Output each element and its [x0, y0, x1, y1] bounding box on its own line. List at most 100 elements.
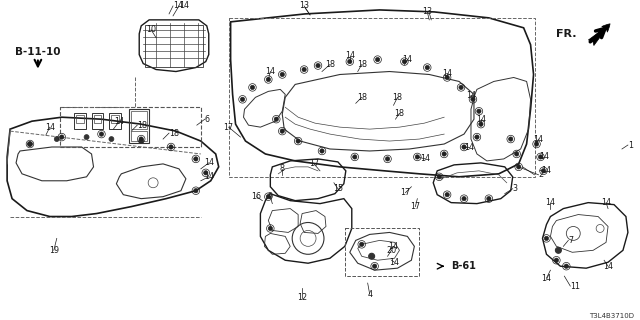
- Text: 18: 18: [325, 60, 335, 69]
- Circle shape: [109, 137, 114, 141]
- Circle shape: [477, 109, 481, 113]
- Circle shape: [348, 60, 352, 64]
- Circle shape: [403, 60, 406, 64]
- Text: 20: 20: [387, 246, 397, 255]
- Text: 17: 17: [401, 188, 410, 197]
- Text: 18: 18: [356, 60, 367, 69]
- Circle shape: [385, 157, 390, 161]
- Text: 14: 14: [476, 115, 486, 124]
- Circle shape: [442, 152, 446, 156]
- Circle shape: [280, 129, 284, 133]
- Text: 1: 1: [628, 140, 633, 149]
- Text: 14: 14: [388, 242, 399, 251]
- Text: 14: 14: [601, 198, 611, 207]
- Circle shape: [486, 196, 491, 201]
- Text: B-11-10: B-11-10: [15, 47, 61, 57]
- Text: 18: 18: [137, 121, 147, 130]
- Text: 7: 7: [568, 236, 573, 245]
- Circle shape: [459, 85, 463, 90]
- Circle shape: [60, 135, 64, 139]
- Text: 14: 14: [266, 67, 275, 76]
- Circle shape: [479, 122, 483, 126]
- Circle shape: [353, 155, 357, 159]
- Text: 13: 13: [422, 7, 432, 16]
- Circle shape: [544, 236, 548, 241]
- Text: 6: 6: [205, 115, 210, 124]
- Text: 14: 14: [534, 134, 543, 144]
- Text: 3: 3: [513, 184, 518, 193]
- Text: 14: 14: [442, 69, 452, 78]
- Circle shape: [516, 165, 521, 169]
- Text: 8: 8: [280, 164, 285, 173]
- Text: T3L4B3710D: T3L4B3710D: [589, 313, 634, 319]
- Text: 9: 9: [268, 192, 273, 201]
- Text: 10: 10: [146, 25, 156, 34]
- Circle shape: [564, 264, 568, 268]
- Circle shape: [372, 264, 377, 268]
- Text: 14: 14: [541, 274, 552, 283]
- Circle shape: [515, 152, 519, 156]
- Text: 14: 14: [115, 117, 124, 126]
- Circle shape: [475, 135, 479, 139]
- Circle shape: [369, 253, 374, 259]
- Text: 17: 17: [223, 123, 234, 132]
- Circle shape: [554, 258, 559, 262]
- Text: FR.: FR.: [556, 29, 576, 39]
- Circle shape: [415, 155, 420, 159]
- Text: 14: 14: [540, 152, 550, 161]
- Circle shape: [360, 242, 364, 246]
- Circle shape: [445, 193, 449, 197]
- Text: 14: 14: [204, 172, 214, 181]
- Text: 14: 14: [466, 91, 476, 100]
- Circle shape: [541, 169, 546, 173]
- Text: 18: 18: [169, 129, 179, 138]
- Circle shape: [425, 65, 429, 70]
- Text: 14: 14: [403, 55, 412, 64]
- Text: 14: 14: [545, 198, 556, 207]
- Circle shape: [437, 175, 442, 179]
- Circle shape: [320, 149, 324, 153]
- Circle shape: [280, 72, 284, 77]
- Circle shape: [28, 141, 33, 147]
- Text: 14: 14: [204, 158, 214, 167]
- Circle shape: [266, 77, 271, 82]
- Text: 16: 16: [252, 192, 261, 201]
- Text: 14: 14: [541, 166, 552, 175]
- Circle shape: [296, 139, 300, 143]
- Text: 17: 17: [309, 159, 319, 168]
- Circle shape: [268, 226, 273, 231]
- Circle shape: [462, 196, 466, 201]
- Text: 15: 15: [333, 184, 343, 193]
- Circle shape: [462, 145, 466, 149]
- Circle shape: [241, 97, 244, 101]
- Text: 17: 17: [410, 202, 420, 211]
- Text: 14: 14: [345, 51, 355, 60]
- Text: 18: 18: [356, 93, 367, 102]
- Text: 14: 14: [173, 2, 183, 11]
- Text: 14: 14: [603, 262, 613, 271]
- Circle shape: [445, 75, 449, 80]
- Circle shape: [194, 157, 198, 161]
- Circle shape: [139, 137, 143, 141]
- Circle shape: [509, 137, 513, 141]
- Circle shape: [274, 117, 278, 121]
- Circle shape: [316, 63, 320, 68]
- Text: 18: 18: [392, 93, 403, 102]
- Circle shape: [250, 85, 255, 90]
- Text: 14: 14: [179, 2, 189, 11]
- Circle shape: [302, 67, 307, 72]
- Circle shape: [266, 195, 271, 199]
- Text: 12: 12: [297, 293, 307, 302]
- Text: 4: 4: [367, 290, 372, 299]
- Text: 13: 13: [299, 2, 309, 11]
- Circle shape: [84, 135, 89, 140]
- Circle shape: [194, 188, 198, 193]
- Circle shape: [471, 97, 475, 101]
- Circle shape: [28, 142, 32, 146]
- Circle shape: [556, 247, 561, 253]
- Circle shape: [376, 57, 380, 62]
- Circle shape: [538, 155, 543, 159]
- Circle shape: [534, 142, 539, 146]
- Text: B-61: B-61: [451, 261, 476, 271]
- Circle shape: [139, 139, 144, 144]
